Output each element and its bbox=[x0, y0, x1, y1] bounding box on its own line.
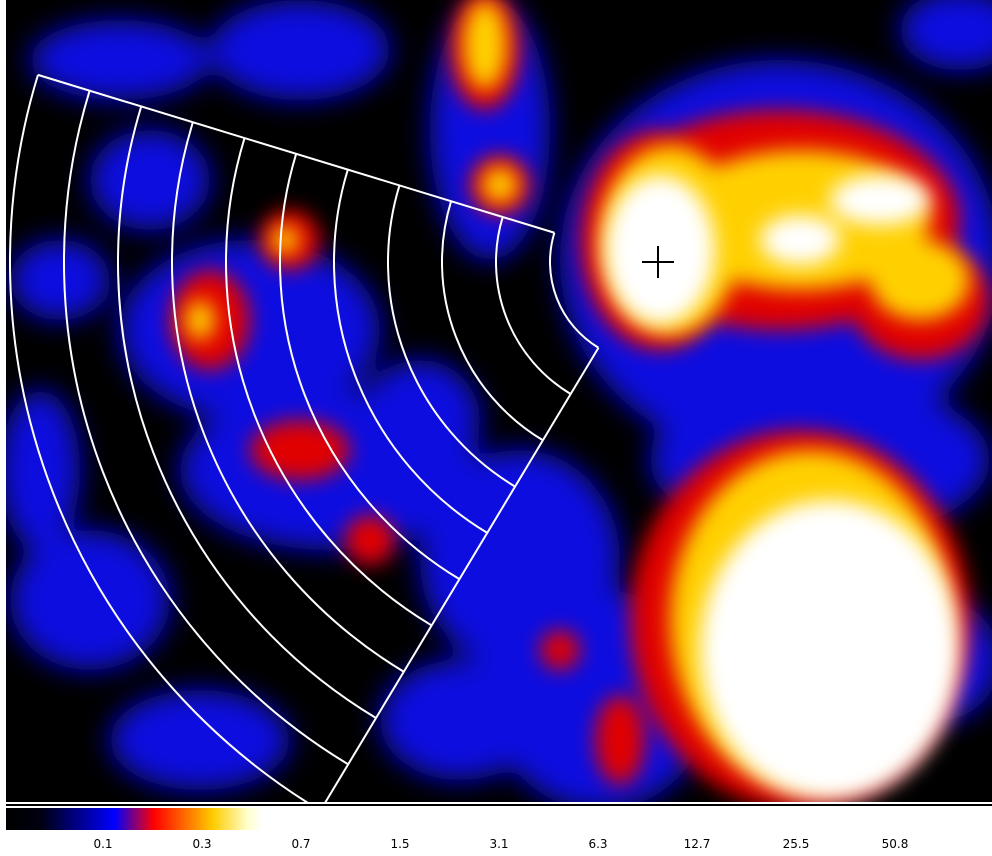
sector-edge bbox=[37, 73, 555, 234]
center-cross bbox=[642, 246, 674, 278]
colorbar-label: 3.1 bbox=[489, 837, 508, 851]
colorbar-label: 0.7 bbox=[291, 837, 310, 851]
annulus-arc bbox=[117, 106, 377, 719]
colorbar-label: 25.5 bbox=[783, 837, 810, 851]
annulus-arc bbox=[333, 169, 488, 534]
colorbar-label: 6.3 bbox=[588, 837, 607, 851]
colorbar-label: 0.3 bbox=[192, 837, 211, 851]
colorbar-label: 0.1 bbox=[93, 837, 112, 851]
colorbar-labels: 0.1 0.3 0.7 1.5 3.1 6.3 12.7 25.5 50.8 bbox=[93, 837, 908, 851]
annulus-arc bbox=[549, 232, 600, 349]
annulus-arc bbox=[225, 137, 433, 627]
annulus-sector bbox=[9, 73, 600, 802]
annulus-arc bbox=[63, 90, 349, 766]
image bbox=[6, 0, 992, 802]
colorbar-label: 12.7 bbox=[684, 837, 711, 851]
annulus-arc bbox=[387, 185, 516, 488]
annulus-arc bbox=[495, 216, 572, 395]
colorbar-label: 1.5 bbox=[390, 837, 409, 851]
sector-edge bbox=[324, 347, 600, 802]
annulus-arc bbox=[441, 200, 544, 442]
colorbar-label: 50.8 bbox=[882, 837, 909, 851]
annulus-arc bbox=[9, 74, 309, 802]
annulus-arc bbox=[171, 121, 405, 673]
colorbar bbox=[6, 808, 992, 830]
annulus-arc bbox=[279, 153, 460, 581]
